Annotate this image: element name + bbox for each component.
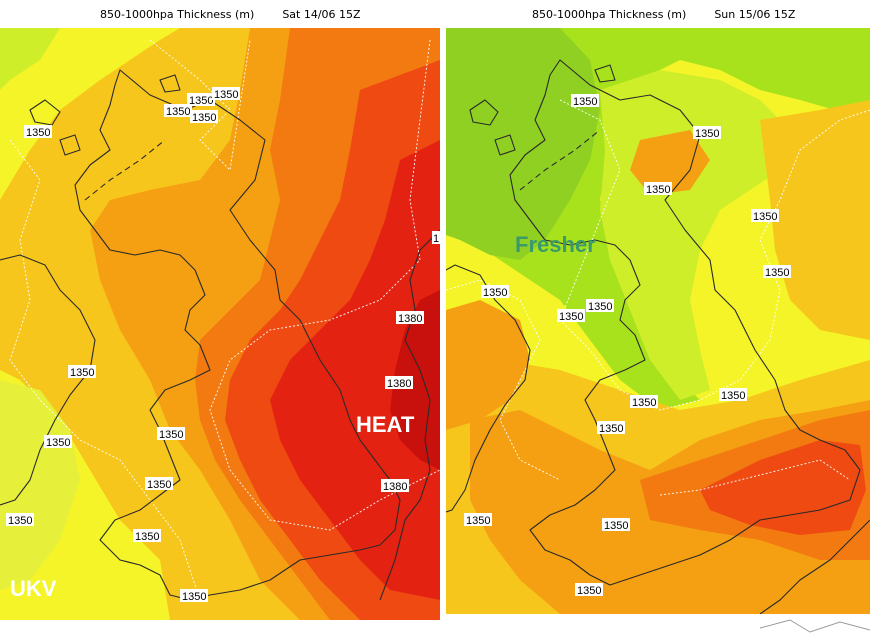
left-isoline-1350b [149, 39, 251, 172]
panel-divider [440, 28, 446, 642]
left-panel-header: 850-1000hpa Thickness (m) Sat 14/06 15Z [100, 5, 361, 23]
svg-text:1350: 1350 [646, 184, 670, 196]
left-great-glen [84, 139, 166, 201]
left-contour-label: 1350 [157, 427, 185, 441]
svg-text:1350: 1350 [599, 423, 623, 435]
left-contour-labels: 1350 1350 1350 1350 1350 1350 1350 1350 … [6, 87, 440, 603]
right-contour-label: 1350 [571, 94, 599, 108]
svg-text:1350: 1350 [577, 585, 601, 597]
left-isoline-1350a [9, 139, 201, 601]
right-coastline-islands [469, 64, 616, 156]
svg-text:1350: 1350 [159, 429, 183, 441]
right-isoline-1350a [559, 99, 870, 411]
left-panel-valid-time: Sat 14/06 15Z [282, 7, 361, 21]
left-contour-label: 1350 [164, 104, 192, 118]
right-isoline-1380 [659, 459, 851, 496]
left-contour-label: 1380 [396, 311, 424, 325]
right-contour-label: 1350 [481, 285, 509, 299]
left-map-panel [0, 28, 440, 620]
svg-text:1350: 1350 [466, 515, 490, 527]
heat-annotation: HEAT [356, 412, 415, 437]
svg-text:1350: 1350 [189, 95, 213, 107]
left-coastline-gb [74, 69, 401, 601]
left-contour-label: 1350 [68, 365, 96, 379]
left-contour-label: 1350 [180, 589, 208, 603]
right-coastline-gb [509, 59, 861, 586]
right-contour-label: 1350 [597, 421, 625, 435]
left-contour-label: 1350 [145, 477, 173, 491]
right-field-west-band [446, 300, 530, 430]
right-field-red-orange [700, 440, 866, 535]
left-contour-label: 1350 [44, 435, 72, 449]
svg-text:1350: 1350 [632, 397, 656, 409]
right-field-green [446, 28, 600, 260]
svg-text:1350: 1350 [182, 591, 206, 603]
right-field-east-orange [760, 100, 870, 340]
svg-text:1350: 1350 [8, 515, 32, 527]
right-contour-label: 1350 [693, 126, 721, 140]
svg-text:1350: 1350 [753, 211, 777, 223]
left-contour-label: 1350 [190, 110, 218, 124]
svg-text:1350: 1350 [573, 96, 597, 108]
right-contour-label: 1350 [644, 182, 672, 196]
left-contour-label: 1 [432, 231, 440, 245]
right-contour-label: 1350 [575, 583, 603, 597]
svg-text:1380: 1380 [398, 313, 422, 325]
right-great-glen [519, 129, 601, 191]
left-contour-label: 1350 [24, 125, 52, 139]
right-contour-labels: 1350 1350 1350 1350 1350 1350 1350 1350 … [464, 94, 791, 597]
svg-text:1350: 1350 [721, 390, 745, 402]
svg-text:1: 1 [433, 233, 439, 245]
svg-text:1380: 1380 [387, 378, 411, 390]
svg-text:1350: 1350 [559, 311, 583, 323]
svg-text:1350: 1350 [46, 437, 70, 449]
svg-text:1350: 1350 [135, 531, 159, 543]
right-contour-label: 1350 [751, 209, 779, 223]
svg-text:1350: 1350 [26, 127, 50, 139]
right-panel-title: 850-1000hpa Thickness (m) [532, 7, 687, 21]
left-isoline-1380 [209, 39, 440, 531]
svg-text:1350: 1350 [765, 267, 789, 279]
left-panel-title: 850-1000hpa Thickness (m) [100, 7, 255, 21]
right-panel-header: 850-1000hpa Thickness (m) Sun 15/06 15Z [532, 5, 795, 23]
ukv-model-label: UKV [10, 576, 57, 601]
svg-text:1350: 1350 [214, 89, 238, 101]
svg-text:1350: 1350 [483, 287, 507, 299]
left-field-green-corner [0, 28, 60, 90]
svg-text:1350: 1350 [166, 106, 190, 118]
svg-text:1380: 1380 [383, 481, 407, 493]
right-coastline-ireland [446, 264, 531, 513]
svg-text:1350: 1350 [147, 479, 171, 491]
right-contour-label: 1350 [557, 309, 585, 323]
right-contour-label: 1350 [602, 518, 630, 532]
svg-text:1350: 1350 [695, 128, 719, 140]
right-contour-label: 1350 [586, 299, 614, 313]
left-coastline-islands [29, 74, 181, 156]
left-contour-label: 1350 [133, 529, 161, 543]
right-map-panel [446, 28, 870, 614]
left-coastline-europe [379, 229, 440, 601]
svg-text:1350: 1350 [588, 301, 612, 313]
svg-text:1350: 1350 [604, 520, 628, 532]
right-panel-valid-time: Sun 15/06 15Z [714, 7, 796, 21]
right-contour-label: 1350 [719, 388, 747, 402]
left-contour-label: 1350 [6, 513, 34, 527]
left-contour-label: 1380 [381, 479, 409, 493]
svg-text:1350: 1350 [192, 112, 216, 124]
left-contour-label: 1380 [385, 376, 413, 390]
right-contour-label: 1350 [464, 513, 492, 527]
left-contour-label: 1350 [187, 93, 215, 107]
right-field-east-band [630, 130, 710, 195]
fresher-annotation: Fresher [515, 232, 596, 257]
right-contour-label: 1350 [630, 395, 658, 409]
svg-text:1350: 1350 [70, 367, 94, 379]
left-field-pale-west [0, 380, 80, 590]
right-coastline-europe [759, 519, 870, 614]
right-map-edge-outline [759, 619, 870, 633]
left-contour-label: 1350 [212, 87, 240, 101]
right-contour-label: 1350 [763, 265, 791, 279]
left-field-dark-red [390, 290, 440, 470]
